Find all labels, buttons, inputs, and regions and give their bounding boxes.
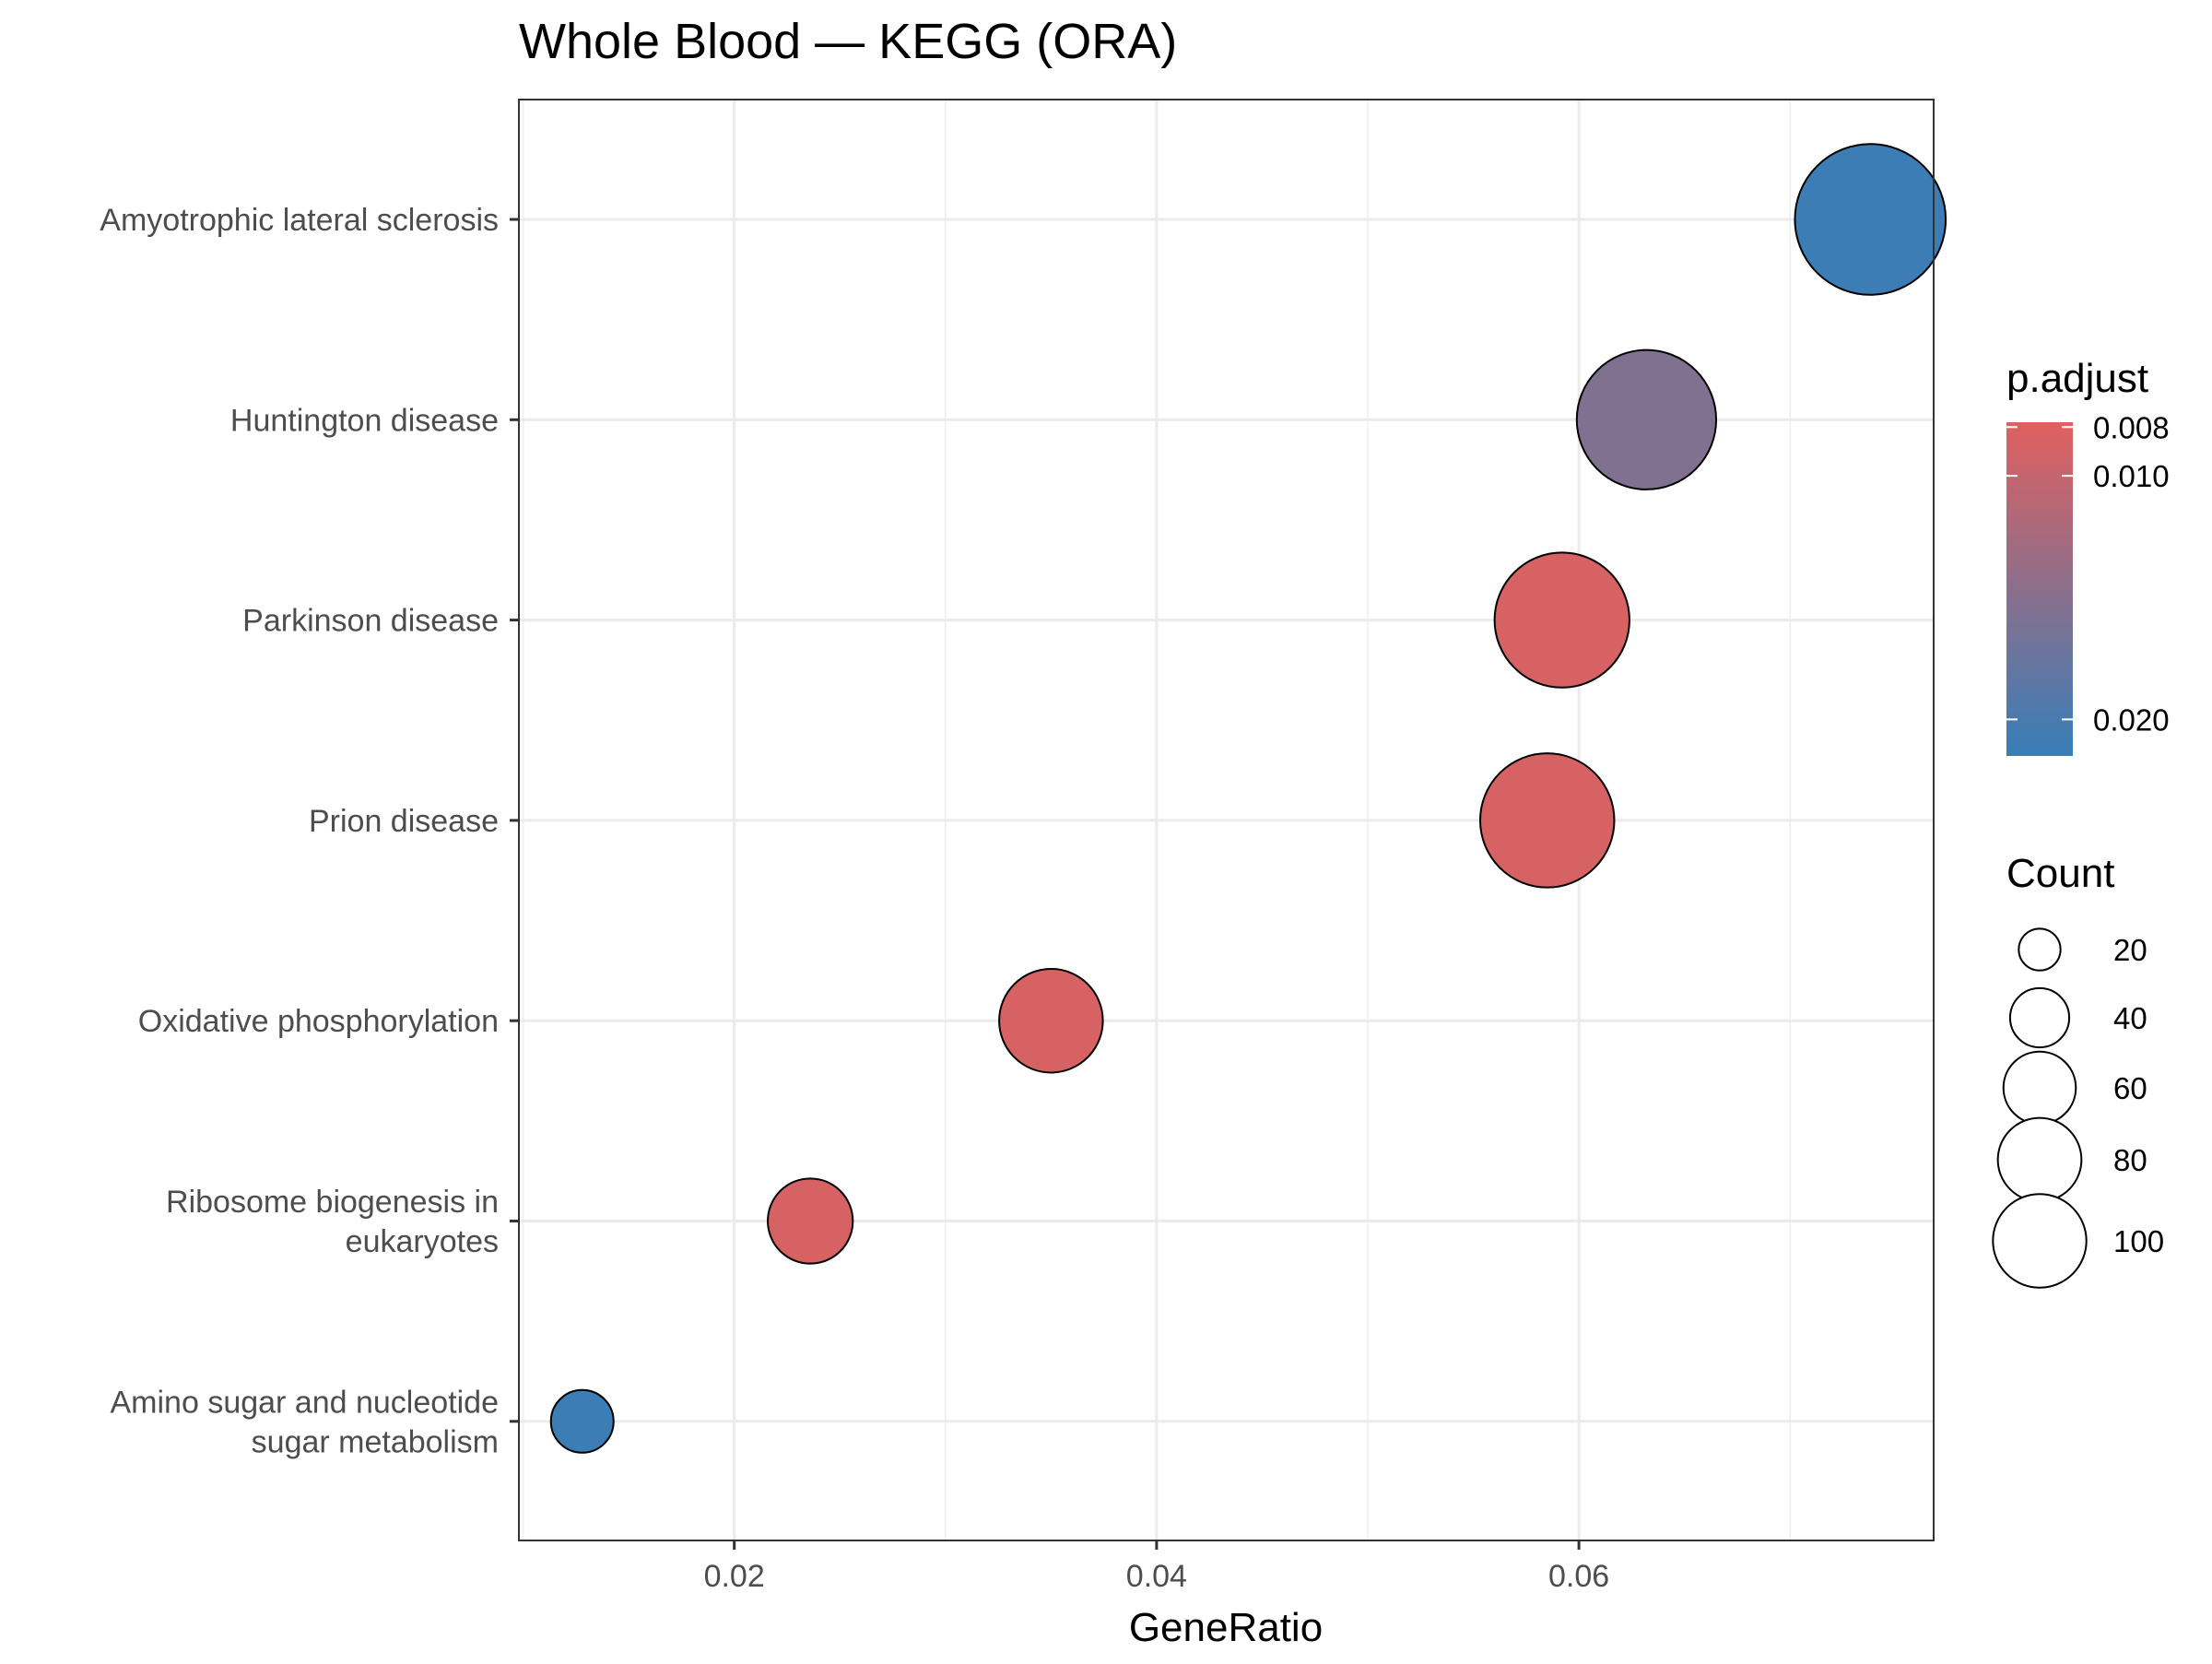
size-legend-label: 100 bbox=[2113, 1224, 2164, 1258]
x-axis-title: GeneRatio bbox=[1129, 1605, 1323, 1650]
size-legend-circle bbox=[1992, 1193, 2088, 1289]
points-layer bbox=[549, 143, 1947, 1454]
y-tick-label: Amino sugar and nucleotide bbox=[111, 1385, 500, 1420]
color-legend-label: 0.010 bbox=[2093, 459, 2170, 493]
size-legend: Count 20 40 60 80 100 bbox=[1992, 851, 2164, 1289]
color-legend-title: p.adjust bbox=[2006, 356, 2148, 401]
color-legend-bar bbox=[2006, 422, 2073, 756]
y-tick-label: Oxidative phosphorylation bbox=[138, 1004, 499, 1039]
color-legend-label: 0.020 bbox=[2093, 702, 2170, 737]
y-tick-label: eukaryotes bbox=[346, 1224, 499, 1259]
size-legend-title: Count bbox=[2006, 851, 2114, 896]
size-legend-circle bbox=[2008, 986, 2071, 1049]
x-tick-label: 0.02 bbox=[704, 1559, 765, 1594]
size-legend-label: 40 bbox=[2113, 1001, 2147, 1035]
chart-title: Whole Blood — KEGG (ORA) bbox=[519, 14, 1177, 69]
size-legend-circle bbox=[2018, 927, 2062, 972]
data-point bbox=[1575, 348, 1718, 490]
y-tick-label: Ribosome biogenesis in bbox=[166, 1185, 499, 1220]
data-point bbox=[1794, 143, 1947, 296]
y-tick-label: Huntington disease bbox=[230, 403, 499, 438]
size-legend-label: 80 bbox=[2113, 1143, 2147, 1177]
x-axis: 0.02 0.04 0.06 bbox=[704, 1540, 1609, 1594]
y-axis: Amyotrophic lateral sclerosis Huntington … bbox=[100, 203, 519, 1459]
data-point bbox=[1478, 752, 1616, 889]
x-tick-label: 0.04 bbox=[1126, 1559, 1187, 1594]
color-legend-ticks: 0.008 0.010 0.020 bbox=[2006, 410, 2170, 737]
color-legend: p.adjust 0.008 0.010 0.020 bbox=[2006, 356, 2170, 756]
data-point bbox=[998, 967, 1104, 1074]
x-tick-label: 0.06 bbox=[1548, 1559, 1609, 1594]
y-tick-label: Parkinson disease bbox=[242, 604, 499, 639]
size-legend-label: 20 bbox=[2113, 933, 2147, 967]
size-legend-items: 20 40 60 80 100 bbox=[1992, 927, 2164, 1289]
data-point bbox=[767, 1177, 854, 1265]
size-legend-circle bbox=[2002, 1050, 2077, 1126]
data-point bbox=[549, 1388, 615, 1454]
color-legend-label: 0.008 bbox=[2093, 410, 2170, 444]
y-tick-label: Amyotrophic lateral sclerosis bbox=[100, 203, 499, 238]
data-point bbox=[1493, 551, 1630, 689]
y-tick-label: sugar metabolism bbox=[252, 1424, 499, 1459]
size-legend-circle bbox=[1996, 1116, 2083, 1203]
grid-layer bbox=[519, 100, 1934, 1540]
y-tick-label: Prion disease bbox=[309, 804, 499, 839]
size-legend-label: 60 bbox=[2113, 1071, 2147, 1105]
